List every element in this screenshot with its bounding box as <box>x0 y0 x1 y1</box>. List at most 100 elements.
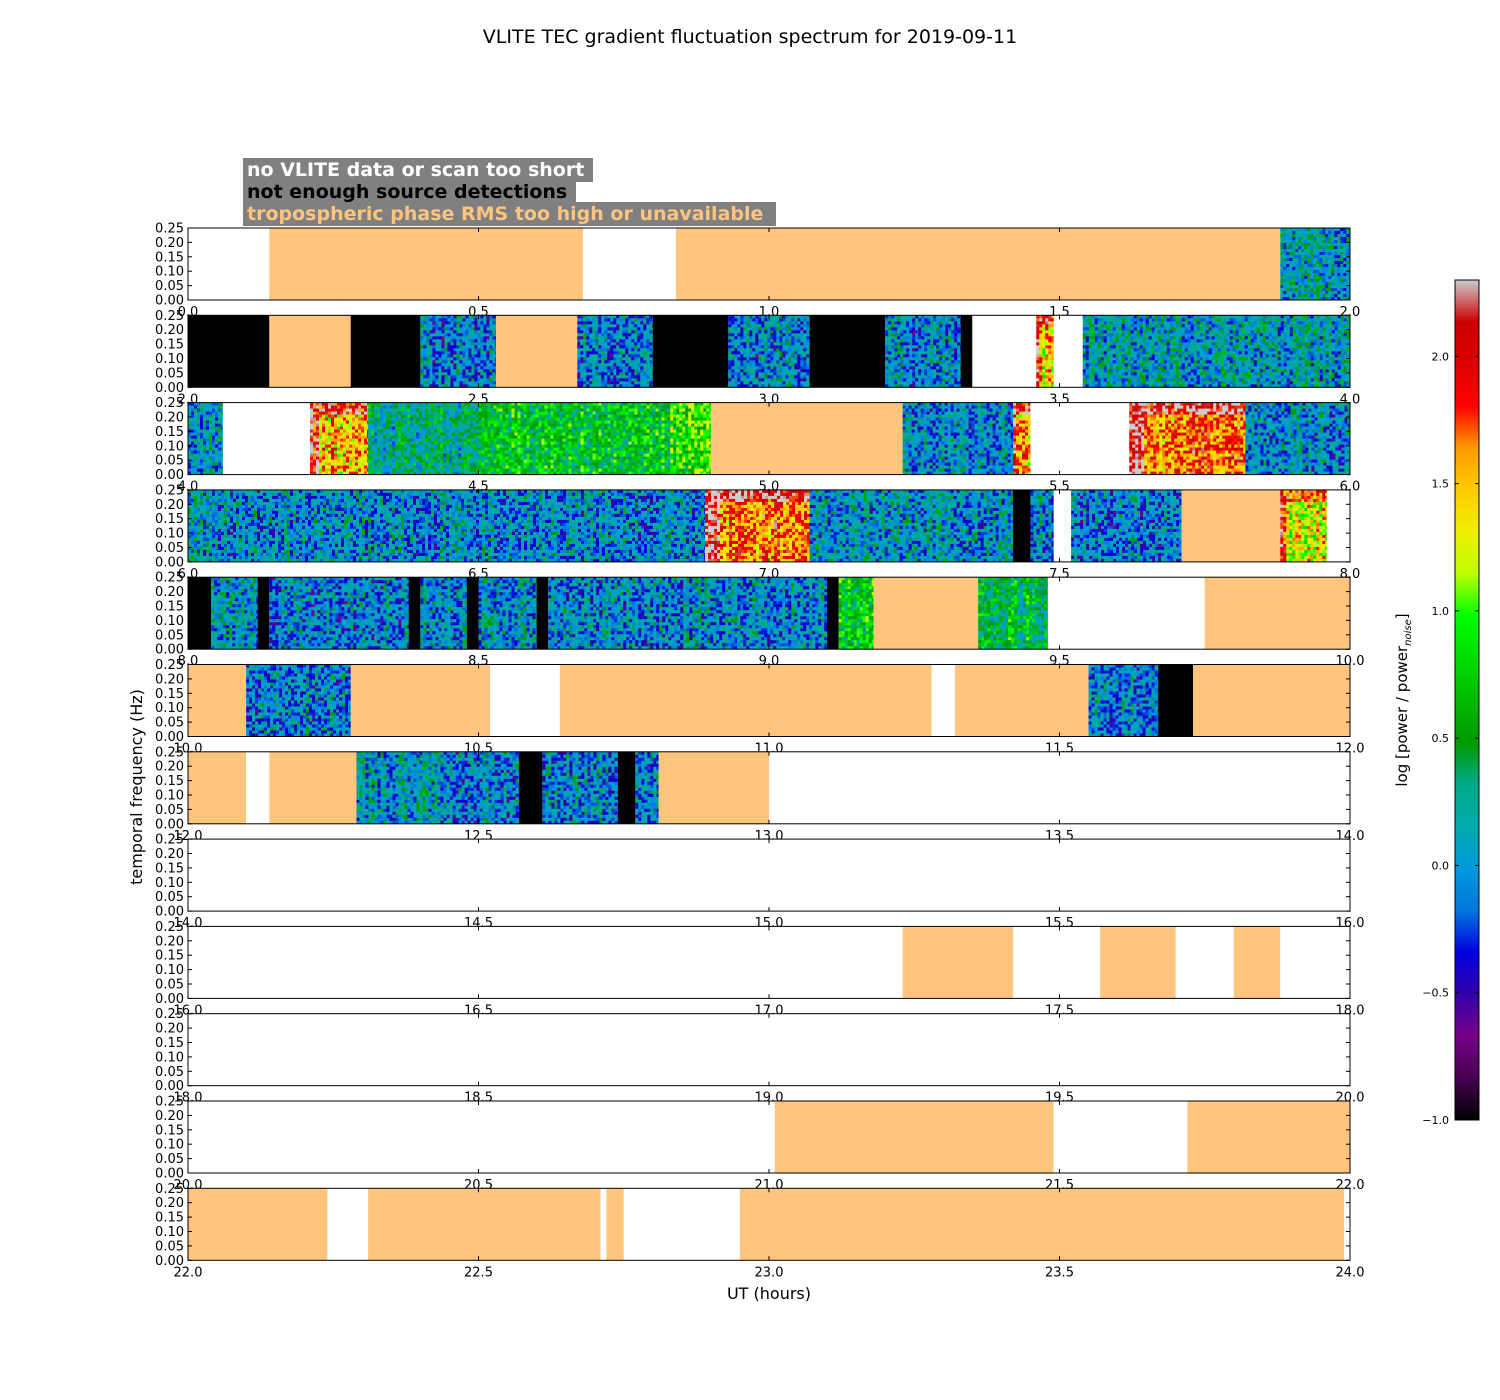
spectrum-cell <box>480 369 484 373</box>
spectrum-cell <box>1199 378 1204 382</box>
spectrum-cell <box>1187 321 1192 325</box>
spectrum-cell <box>894 324 898 328</box>
spectrum-cell <box>1199 360 1204 364</box>
spectrum-cell <box>779 324 783 328</box>
spectrum-cell <box>885 366 889 370</box>
spectrum-cell <box>1036 348 1040 352</box>
spectrum-cell <box>589 348 593 352</box>
spectrum-cell <box>912 348 916 352</box>
spectrum-cell <box>957 354 961 358</box>
spectrum-cell <box>1250 354 1255 358</box>
spectrum-cell <box>1205 336 1210 340</box>
spectrum-cell <box>1214 375 1219 379</box>
spectrum-cell <box>1217 372 1222 376</box>
spectrum-cell <box>1175 324 1180 328</box>
spectrum-cell <box>1042 375 1046 379</box>
spectrum-cell <box>1280 327 1285 331</box>
spectrum-cell <box>471 327 475 331</box>
spectrum-cell <box>1301 264 1305 268</box>
spectrum-cell <box>1253 354 1258 358</box>
spectrum-cell <box>800 381 804 385</box>
spectrum-cell <box>903 357 907 361</box>
spectrum-cell <box>749 333 753 337</box>
spectrum-cell <box>1154 384 1159 388</box>
spectrum-cell <box>1280 384 1285 388</box>
spectrum-cell <box>903 354 907 358</box>
spectrum-cell <box>453 333 457 337</box>
spectrum-cell <box>1127 321 1132 325</box>
spectrum-cell <box>773 339 777 343</box>
spectrum-cell <box>1039 327 1043 331</box>
spectrum-cell <box>1277 348 1282 352</box>
spectrum-cell <box>1091 363 1096 367</box>
spectrum-cell <box>770 333 774 337</box>
spectrum-cell <box>788 345 792 349</box>
spectrum-cell <box>1094 375 1099 379</box>
spectrum-cell <box>1154 345 1159 349</box>
spectrum-cell <box>1259 357 1264 361</box>
spectrum-cell <box>1223 345 1228 349</box>
spectrum-cell <box>903 363 907 367</box>
spectrum-cell <box>906 360 910 364</box>
spectrum-cell <box>900 372 904 376</box>
spectrum-cell <box>900 384 904 388</box>
spectrum-cell <box>1265 384 1270 388</box>
spectrum-cell <box>1214 345 1219 349</box>
spectrum-cell <box>1205 315 1210 319</box>
spectrum-cell <box>1244 324 1249 328</box>
spectrum-cell <box>625 315 629 319</box>
spectrum-cell <box>1271 363 1276 367</box>
spectrum-cell <box>631 351 635 355</box>
spectrum-cell <box>435 321 439 325</box>
spectrum-cell <box>1187 384 1192 388</box>
spectrum-cell <box>785 324 789 328</box>
spectrum-cell <box>1112 324 1117 328</box>
spectrum-cell <box>894 378 898 382</box>
spectrum-cell <box>492 318 496 322</box>
spectrum-cell <box>1045 336 1049 340</box>
spectrum-cell <box>1280 246 1284 250</box>
spectrum-cell <box>1151 336 1156 340</box>
spectrum-cell <box>1202 360 1207 364</box>
spectrum-cell <box>577 354 581 358</box>
spectrum-cell <box>1256 342 1261 346</box>
spectrum-cell <box>652 369 654 373</box>
spectrum-cell <box>1166 366 1171 370</box>
spectrum-cell <box>483 351 487 355</box>
spectrum-cell <box>758 321 762 325</box>
spectrum-cell <box>1295 234 1299 238</box>
spectrum-cell <box>625 354 629 358</box>
spectrum-cell <box>640 372 644 376</box>
spectrum-cell <box>429 384 433 388</box>
spectrum-cell <box>619 375 623 379</box>
spectrum-cell <box>1271 324 1276 328</box>
spectrum-cell <box>453 321 457 325</box>
spectrum-cell <box>580 360 584 364</box>
spectrum-cell <box>1286 234 1290 238</box>
spectrum-cell <box>1271 378 1276 382</box>
spectrum-cell <box>1196 354 1201 358</box>
spectrum-cell <box>1051 315 1054 319</box>
spectrum-cell <box>480 381 484 385</box>
spectrum-cell <box>1175 354 1180 358</box>
spectrum-cell <box>1232 318 1237 322</box>
spectrum-cell <box>909 342 913 346</box>
spectrum-cell <box>477 324 481 328</box>
spectrum-cell <box>1220 345 1225 349</box>
spectrum-cell <box>1184 318 1189 322</box>
spectrum-cell <box>894 366 898 370</box>
spectrum-cell <box>1112 315 1117 319</box>
spectrum-cell <box>1106 372 1111 376</box>
spectrum-cell <box>761 351 765 355</box>
spectrum-cell <box>1166 336 1171 340</box>
spectrum-cell <box>459 363 463 367</box>
spectrum-cell <box>649 339 653 343</box>
spectrum-cell <box>1274 363 1279 367</box>
spectrum-cell <box>779 381 783 385</box>
spectrum-cell <box>595 366 599 370</box>
spectrum-cell <box>1145 384 1150 388</box>
spectrum-cell <box>1082 342 1087 346</box>
spectrum-cell <box>1343 291 1347 295</box>
spectrum-cell <box>1334 234 1338 238</box>
spectrum-cell <box>477 363 481 367</box>
